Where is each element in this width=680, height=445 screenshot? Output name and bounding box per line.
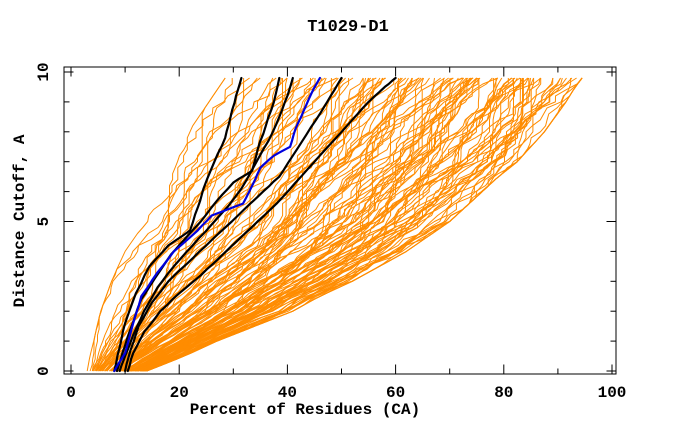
model-curve-orange	[99, 78, 311, 372]
axis-tick-labels: 0 20 40 60 80 100 0 5 10	[35, 62, 626, 402]
model-curve-orange	[86, 78, 233, 372]
highlighted-model-black-1	[113, 76, 243, 373]
x-tick-label: 100	[598, 384, 627, 402]
model-curve-orange	[126, 77, 469, 372]
x-tick-label: 60	[386, 384, 405, 402]
model-curve-orange	[131, 77, 493, 372]
x-tick-label: 40	[278, 384, 297, 402]
y-tick-label: 10	[35, 62, 53, 81]
x-tick-label: 0	[66, 384, 76, 402]
highlighted-model-black-5	[126, 76, 397, 373]
highlighted-model-black-4	[123, 76, 343, 373]
model-curve-orange	[109, 78, 374, 372]
highlighted-model-black-3	[118, 76, 294, 373]
model-curve-orange	[126, 77, 465, 372]
model-curve-orange	[144, 77, 583, 372]
model-curve-orange	[133, 78, 480, 372]
model-curve-orange	[102, 77, 339, 372]
model-curve-orange	[141, 78, 542, 372]
model-curve-orange	[135, 78, 495, 372]
model-curve-orange	[95, 77, 261, 372]
y-tick-label: 0	[35, 366, 53, 376]
highlighted-model-blue	[113, 76, 321, 373]
model-curve-orange	[108, 77, 377, 372]
y-axis-label: Distance Cutoff, A	[11, 134, 29, 307]
plot-frame	[63, 66, 617, 375]
x-axis-label: Percent of Residues (CA)	[190, 401, 420, 419]
x-tick-label: 80	[494, 384, 513, 402]
chart-title: T1029-D1	[307, 18, 389, 37]
model-curve-orange	[110, 78, 374, 372]
model-curve-orange	[89, 77, 226, 372]
blue-highlight-curve	[113, 76, 321, 373]
model-curve-orange	[139, 78, 514, 372]
model-curve-orange	[128, 77, 467, 372]
model-curve-orange	[95, 77, 258, 372]
model-curve-orange	[118, 77, 470, 372]
model-curve-orange	[116, 77, 402, 372]
model-curve-orange	[146, 77, 573, 372]
model-curve-orange	[121, 78, 451, 372]
model-curve-orange	[117, 77, 409, 372]
model-curve-orange	[104, 77, 327, 372]
model-curve-orange	[110, 77, 383, 372]
model-curve-orange	[128, 77, 472, 372]
model-curve-orange	[101, 77, 342, 372]
plot-border	[63, 66, 617, 375]
x-tick-label: 20	[170, 384, 189, 402]
model-curve-orange	[126, 77, 445, 372]
model-curve-orange	[110, 77, 384, 372]
axis-ticks	[64, 67, 616, 374]
model-curve-orange	[143, 77, 561, 372]
black-highlight-curves	[113, 76, 397, 373]
model-curve-orange	[99, 78, 332, 372]
model-curve-orange	[114, 78, 413, 372]
model-curve-orange	[121, 77, 424, 372]
model-curve-orange	[116, 77, 419, 372]
model-curve-orange	[137, 77, 529, 372]
model-curve-orange	[98, 78, 294, 372]
model-curve-orange	[145, 77, 583, 372]
model-curve-orange	[136, 77, 512, 372]
y-tick-label: 5	[35, 217, 53, 227]
